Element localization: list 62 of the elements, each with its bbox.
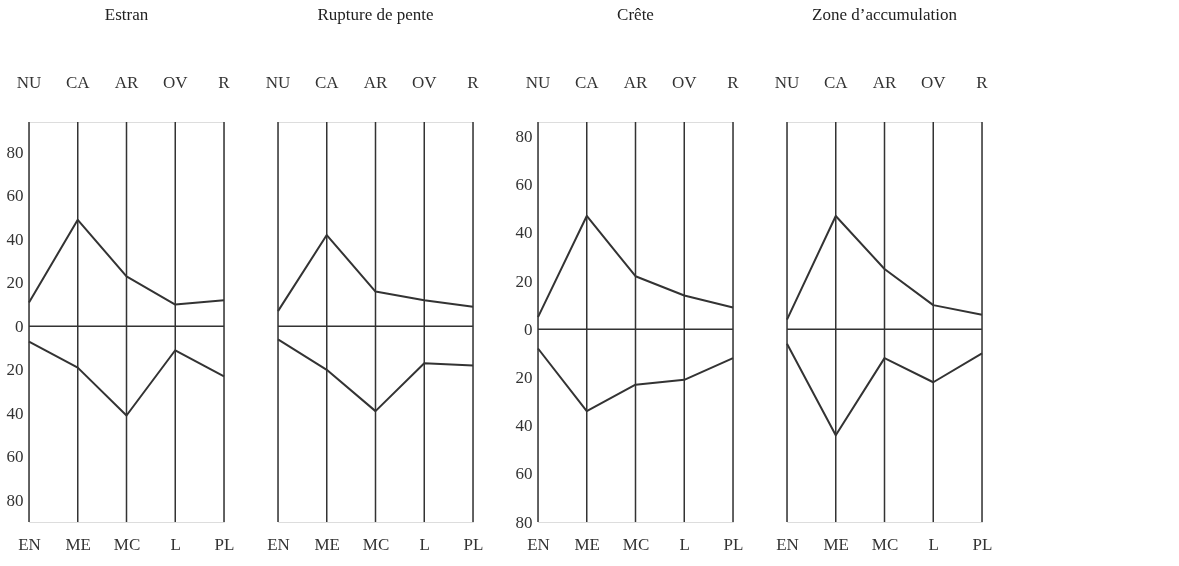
- x-tick-label: EN: [527, 534, 550, 554]
- text: CA: [65, 73, 91, 92]
- x-tick-label: PL: [972, 534, 993, 554]
- y-tick-label: 60: [515, 464, 533, 484]
- text: NU: [525, 73, 551, 92]
- y-tick-label: 20: [515, 367, 533, 387]
- x-tick-label: MC: [871, 534, 899, 554]
- x-tick-label: ME: [65, 534, 91, 554]
- chart-title: Estran: [104, 5, 149, 24]
- x-tick-label: EN: [776, 534, 799, 554]
- text: OV: [920, 73, 947, 92]
- y-tick-label: 60: [515, 175, 533, 195]
- text: AR: [623, 73, 648, 92]
- chart-title: Rupture de pente: [317, 5, 434, 24]
- chart-title: Crête: [617, 5, 654, 24]
- text: R: [727, 73, 740, 92]
- y-tick-label: 80: [6, 490, 24, 510]
- text: AR: [872, 73, 897, 92]
- y-tick-label: 0: [15, 316, 24, 336]
- text: R: [467, 73, 480, 92]
- x-tick-label: L: [419, 534, 430, 554]
- x-tick-label: ME: [314, 534, 340, 554]
- x-tick-label: ME: [574, 534, 600, 554]
- text: NU: [265, 73, 291, 92]
- x-tick-label: PL: [463, 534, 484, 554]
- chart-title: Zone d’accumulation: [812, 5, 958, 24]
- y-tick-label: 0: [524, 319, 533, 339]
- text: CA: [823, 73, 849, 92]
- y-tick-label: 20: [6, 360, 24, 380]
- x-tick-label: EN: [267, 534, 290, 554]
- y-tick-label: 80: [6, 142, 24, 162]
- x-tick-label: L: [928, 534, 939, 554]
- text: AR: [363, 73, 388, 92]
- y-tick-label: 20: [6, 273, 24, 293]
- y-tick-label: 60: [6, 186, 24, 206]
- y-tick-label: 80: [515, 512, 533, 532]
- text: NU: [16, 73, 42, 92]
- text: OV: [671, 73, 698, 92]
- y-tick-label: 60: [6, 447, 24, 467]
- text: OV: [162, 73, 189, 92]
- y-tick-label: 40: [515, 416, 533, 436]
- y-tick-label: 40: [6, 229, 24, 249]
- text: R: [218, 73, 231, 92]
- text: CA: [314, 73, 340, 92]
- text: AR: [114, 73, 139, 92]
- x-tick-label: MC: [622, 534, 650, 554]
- x-tick-label: PL: [214, 534, 235, 554]
- y-tick-label: 80: [515, 126, 533, 146]
- x-tick-label: MC: [362, 534, 390, 554]
- y-tick-label: 40: [515, 223, 533, 243]
- text: CA: [574, 73, 600, 92]
- y-tick-label: 20: [515, 271, 533, 291]
- x-tick-label: EN: [18, 534, 41, 554]
- x-tick-label: MC: [113, 534, 141, 554]
- x-tick-label: PL: [723, 534, 744, 554]
- x-tick-label: L: [679, 534, 690, 554]
- text: NU: [774, 73, 800, 92]
- y-tick-label: 40: [6, 403, 24, 423]
- text: OV: [411, 73, 438, 92]
- text: R: [976, 73, 989, 92]
- x-tick-label: L: [170, 534, 181, 554]
- x-tick-label: ME: [823, 534, 849, 554]
